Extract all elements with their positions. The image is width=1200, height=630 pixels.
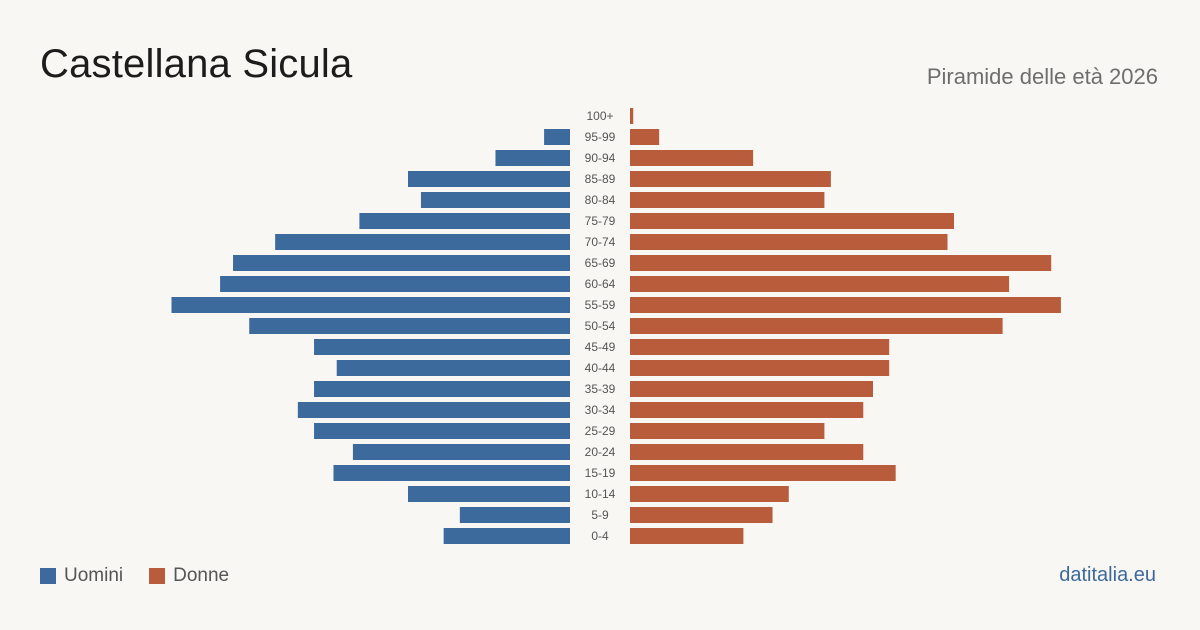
bar-men-75-79	[359, 213, 570, 229]
bar-women-0-4	[630, 528, 744, 544]
age-label-10-14: 10-14	[585, 487, 616, 501]
age-label-80-84: 80-84	[585, 193, 616, 207]
bar-women-5-9	[630, 507, 773, 523]
age-label-75-79: 75-79	[585, 214, 616, 228]
bar-men-90-94	[495, 150, 570, 166]
bar-women-50-54	[630, 318, 1003, 334]
bar-men-60-64	[220, 276, 570, 292]
age-label-0-4: 0-4	[591, 529, 609, 543]
age-label-85-89: 85-89	[585, 172, 616, 186]
bar-men-45-49	[314, 339, 570, 355]
bar-women-75-79	[630, 213, 954, 229]
bar-women-45-49	[630, 339, 890, 355]
age-label-40-44: 40-44	[585, 361, 616, 375]
bar-women-40-44	[630, 360, 890, 376]
age-label-65-69: 65-69	[585, 256, 616, 270]
age-label-45-49: 45-49	[585, 340, 616, 354]
age-label-30-34: 30-34	[585, 403, 616, 417]
chart-legend: Uomini Donne	[40, 565, 247, 587]
age-label-55-59: 55-59	[585, 298, 616, 312]
age-label-70-74: 70-74	[585, 235, 616, 249]
bar-women-55-59	[630, 297, 1061, 313]
bar-women-60-64	[630, 276, 1010, 292]
bar-women-15-19	[630, 465, 896, 481]
bar-women-65-69	[630, 255, 1052, 271]
bar-men-85-89	[408, 171, 570, 187]
bar-men-55-59	[171, 297, 571, 313]
bar-women-25-29	[630, 423, 825, 439]
bar-women-70-74	[630, 234, 948, 250]
bar-men-0-4	[443, 528, 570, 544]
age-label-5-9: 5-9	[591, 508, 609, 522]
bar-men-95-99	[544, 129, 570, 145]
age-label-50-54: 50-54	[585, 319, 616, 333]
bar-women-95-99	[630, 129, 660, 145]
age-label-60-64: 60-64	[585, 277, 616, 291]
age-label-100+: 100+	[586, 109, 613, 123]
chart-subtitle: Piramide delle età 2026	[926, 64, 1158, 89]
legend-swatch-women	[149, 568, 166, 584]
bar-men-35-39	[314, 381, 570, 397]
age-label-25-29: 25-29	[585, 424, 616, 438]
bar-women-35-39	[630, 381, 873, 397]
bar-men-80-84	[420, 192, 570, 208]
legend-item-women: Donne	[149, 565, 229, 587]
age-label-90-94: 90-94	[585, 151, 616, 165]
chart-title: Castellana Sicula	[40, 42, 353, 86]
bar-men-20-24	[352, 444, 570, 460]
bar-women-20-24	[630, 444, 864, 460]
legend-swatch-men	[40, 568, 56, 584]
population-pyramid-chart: 100+ 95-99 90-94 85-89 80-84 75-79 70-74 65-69 6…	[171, 108, 1061, 544]
bar-women-30-34	[630, 402, 864, 418]
age-label-15-19: 15-19	[585, 466, 616, 480]
bar-men-10-14	[408, 486, 570, 502]
bar-men-15-19	[333, 465, 570, 481]
bar-women-85-89	[630, 171, 831, 187]
age-label-95-99: 95-99	[585, 130, 616, 144]
bar-men-25-29	[314, 423, 570, 439]
bar-men-50-54	[249, 318, 571, 334]
bar-women-100+	[630, 108, 634, 124]
legend-item-men: Uomini	[40, 565, 123, 587]
bar-men-30-34	[297, 402, 570, 418]
bar-men-65-69	[233, 255, 571, 271]
age-label-20-24: 20-24	[585, 445, 616, 459]
bar-men-70-74	[275, 234, 570, 250]
site-link[interactable]: datitalia.eu	[1059, 564, 1156, 586]
legend-label-men: Uomini	[64, 565, 124, 586]
bar-men-5-9	[459, 507, 570, 523]
age-label-35-39: 35-39	[585, 382, 616, 396]
legend-label-women: Donne	[173, 565, 230, 586]
bar-women-90-94	[630, 150, 754, 166]
bar-men-40-44	[336, 360, 570, 376]
bar-women-10-14	[630, 486, 789, 502]
bar-women-80-84	[630, 192, 825, 208]
